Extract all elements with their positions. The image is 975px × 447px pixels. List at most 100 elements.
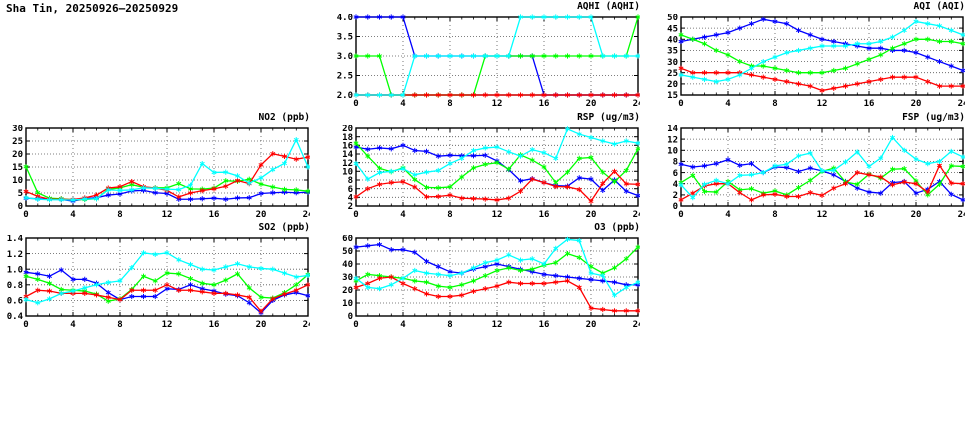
plot-area-aqhi: 2.0 2.5 3.0 3.5 4.0 0 4 8 12 16 20 24	[330, 14, 640, 109]
y-tick-label: 12	[667, 135, 678, 145]
y-tick-label: 0.8	[7, 281, 23, 291]
y-tick-label: 14	[667, 125, 678, 134]
x-tick-label: 12	[492, 99, 503, 109]
x-tick-label: 16	[539, 210, 550, 220]
chart-title-fsp: FSP (ug/m3)	[902, 112, 965, 123]
x-tick-label: 8	[447, 320, 452, 330]
series-20250927	[353, 244, 640, 290]
y-tick-label: 10	[667, 147, 678, 157]
y-tick-label: 2	[673, 191, 678, 201]
x-tick-label: 20	[911, 210, 922, 220]
y-tick-label: 10	[342, 299, 353, 309]
x-tick-label: 20	[586, 99, 597, 109]
y-tick-label: 14	[342, 150, 353, 160]
y-tick-label: 2	[348, 202, 353, 212]
x-tick-label: 12	[817, 210, 828, 220]
series-20250926	[678, 16, 965, 74]
y-tick-label: 20	[342, 125, 353, 134]
y-tick-label: 4	[348, 194, 354, 204]
chart-panel-no2: NO2 (ppb) 0 5 10 15 20 25 30 0 4 8 12 16 20 24	[0, 112, 310, 220]
y-tick-label: 1.0	[7, 265, 23, 275]
chart-title-rsp: RSP (ug/m3)	[577, 112, 640, 123]
y-tick-label: 1.2	[7, 250, 23, 260]
y-tick-label: 25	[667, 69, 678, 79]
series-20250929	[353, 14, 640, 98]
y-tick-label: 8	[673, 158, 678, 168]
y-tick-label: 16	[342, 142, 353, 152]
y-tick-label: 25	[12, 137, 23, 147]
y-tick-label: 18	[342, 133, 353, 143]
chart-title-aqi: AQI (AQI)	[913, 1, 965, 12]
x-tick-label: 4	[725, 99, 731, 109]
plot-area-rsp: 246810121416182004812162024	[330, 125, 640, 220]
y-tick-label: 0.4	[7, 312, 24, 322]
chart-title-o3: O3 (ppb)	[594, 222, 640, 233]
x-tick-label: 0	[678, 210, 683, 220]
x-tick-label: 24	[633, 210, 640, 220]
series-20250929	[678, 134, 965, 201]
y-tick-label: 40	[342, 260, 353, 270]
plot-area-so2: 0.4 0.6 0.8 1.0 1.2 1.4 0 4 8 12 16 20 24	[0, 235, 310, 330]
x-tick-label: 8	[447, 210, 452, 220]
chart-panel-fsp: FSP (ug/m3)0246810121404812162024	[655, 112, 965, 220]
x-tick-label: 12	[162, 210, 173, 220]
x-tick-label: 8	[117, 210, 122, 220]
series-20250929	[678, 18, 965, 85]
y-tick-label: 30	[12, 125, 23, 134]
y-tick-label: 10	[12, 176, 23, 186]
x-tick-label: 24	[958, 210, 965, 220]
x-tick-label: 20	[256, 320, 267, 330]
series-20250928	[353, 274, 640, 314]
x-tick-label: 16	[539, 320, 550, 330]
plot-area-no2: 0 5 10 15 20 25 30 0 4 8 12 16 20 24	[0, 125, 310, 220]
y-tick-label: 15	[667, 91, 678, 101]
x-tick-label: 0	[353, 210, 358, 220]
x-tick-label: 12	[492, 320, 503, 330]
plot-area-aqi: 152025303540455004812162024	[655, 14, 965, 109]
y-tick-label: 20	[667, 80, 678, 90]
y-tick-label: 2.5	[337, 72, 353, 82]
series-20250929	[23, 250, 310, 306]
x-tick-label: 20	[911, 99, 922, 109]
x-tick-label: 24	[303, 320, 310, 330]
x-tick-label: 4	[70, 320, 76, 330]
series-20250929	[353, 236, 640, 298]
series-20250928	[353, 168, 640, 204]
plot-area-o3: 0 10 20 30 40 50 60 0 4 8 12 16 20 24	[330, 235, 640, 330]
x-tick-label: 12	[492, 210, 503, 220]
x-tick-label: 0	[678, 99, 683, 109]
y-tick-label: 20	[342, 286, 353, 296]
x-tick-label: 8	[772, 210, 777, 220]
x-tick-label: 16	[209, 320, 220, 330]
x-tick-label: 16	[864, 210, 875, 220]
page-title: Sha Tin, 20250926–20250929	[6, 2, 179, 15]
x-tick-label: 20	[256, 210, 267, 220]
x-tick-label: 16	[864, 99, 875, 109]
x-tick-label: 8	[447, 99, 452, 109]
x-tick-label: 4	[725, 210, 731, 220]
x-tick-label: 4	[400, 99, 406, 109]
x-tick-label: 20	[586, 320, 597, 330]
y-tick-label: 0	[348, 312, 353, 322]
y-tick-label: 50	[667, 14, 678, 23]
plot-area-fsp: 0246810121404812162024	[655, 125, 965, 220]
x-tick-label: 24	[303, 210, 310, 220]
y-tick-label: 30	[342, 273, 353, 283]
x-tick-label: 8	[772, 99, 777, 109]
y-tick-label: 60	[342, 235, 353, 244]
y-tick-label: 3.0	[337, 52, 353, 62]
y-tick-label: 1.4	[7, 235, 24, 244]
x-tick-label: 0	[23, 210, 28, 220]
x-tick-label: 4	[400, 320, 406, 330]
x-tick-label: 0	[353, 99, 358, 109]
y-tick-label: 2.0	[337, 91, 353, 101]
y-tick-label: 0.6	[7, 297, 23, 307]
chart-title-aqhi: AQHI (AQHI)	[577, 1, 640, 12]
y-tick-label: 35	[667, 47, 678, 57]
y-tick-label: 20	[12, 150, 23, 160]
series-20250929	[23, 137, 310, 203]
chart-title-no2: NO2 (ppb)	[258, 112, 310, 123]
chart-panel-aqi: AQI (AQI)152025303540455004812162024	[655, 1, 965, 109]
x-tick-label: 4	[70, 210, 76, 220]
y-tick-label: 5	[18, 189, 23, 199]
